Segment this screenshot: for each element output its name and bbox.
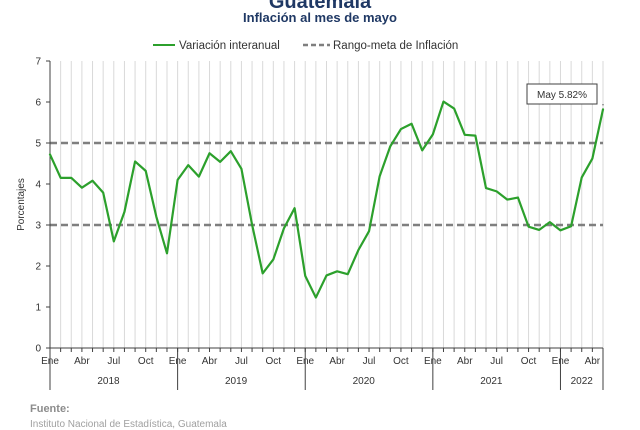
- y-tick-label: 6: [35, 98, 41, 109]
- x-tick-label: Jul: [235, 356, 248, 367]
- x-tick-label: Jul: [107, 356, 120, 367]
- chart-subtitle: Inflación al mes de mayo: [243, 10, 397, 25]
- source-label: Fuente:: [30, 403, 70, 415]
- year-label: 2019: [225, 376, 248, 387]
- x-tick-label: Abr: [202, 356, 218, 367]
- year-label: 2018: [97, 376, 120, 387]
- y-tick-label: 3: [35, 221, 41, 232]
- y-tick-label: 2: [35, 262, 41, 273]
- series-layer: [48, 100, 605, 299]
- year-label: 2022: [571, 376, 594, 387]
- x-tick-label: Abr: [457, 356, 473, 367]
- legend-item-target: Rango-meta de Inflación: [333, 40, 458, 52]
- y-axis-title: Porcentajes: [16, 178, 27, 231]
- year-label: 2021: [480, 376, 503, 387]
- y-tick-label: 0: [35, 344, 41, 355]
- chart-title: Guatemala: [268, 0, 372, 13]
- x-tick-label: Oct: [393, 356, 409, 367]
- source-text: Instituto Nacional de Estadística, Guate…: [30, 419, 227, 430]
- year-label: 2020: [353, 376, 376, 387]
- legend: Variación interanual Rango-meta de Infla…: [153, 40, 458, 52]
- x-tick-label: Jul: [363, 356, 376, 367]
- annotation-layer: May 5.82%: [526, 83, 604, 106]
- x-tick-label: Abr: [74, 356, 90, 367]
- y-tick-label: 7: [35, 57, 41, 68]
- annotation-label: May 5.82%: [537, 90, 587, 101]
- x-tick-label: Oct: [521, 356, 537, 367]
- x-tick-label: Abr: [329, 356, 345, 367]
- grid-layer: [49, 61, 604, 348]
- y-tick-label: 5: [35, 139, 41, 150]
- series-line-variacion-interanual: [48, 100, 605, 299]
- x-tick-label: Oct: [266, 356, 282, 367]
- y-tick-label: 4: [35, 180, 41, 191]
- x-tick-label: Abr: [585, 356, 601, 367]
- legend-item-series: Variación interanual: [179, 40, 280, 52]
- target-band-layer: [50, 141, 603, 227]
- annotation-box: [526, 83, 598, 105]
- x-tick-label: Jul: [490, 356, 503, 367]
- x-tick-label: Oct: [138, 356, 154, 367]
- y-tick-label: 1: [35, 303, 41, 314]
